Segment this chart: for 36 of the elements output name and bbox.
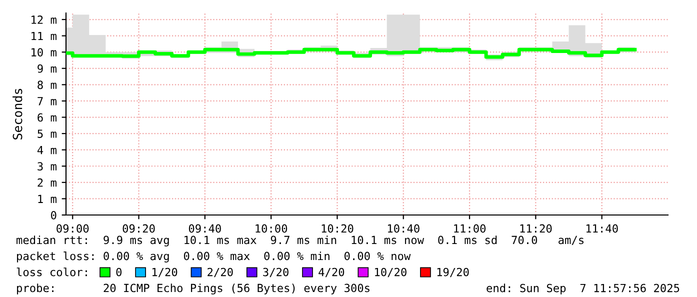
x-tick-label: 11:20 bbox=[520, 224, 552, 233]
y-tick-label: 1 m bbox=[38, 194, 56, 203]
y-tick-label: 4 m bbox=[37, 146, 56, 154]
x-tick-label: 11:40 bbox=[586, 224, 618, 233]
x-tick-label: 11:00 bbox=[454, 224, 486, 233]
y-tick-label: 2 m bbox=[38, 178, 56, 187]
y-tick-label: 11 m bbox=[32, 32, 56, 40]
x-tick-label: 09:20 bbox=[122, 224, 155, 233]
text: end: Sun Sep 7 11:57:56 2025 bbox=[486, 284, 680, 294]
y-tick-label: 0 bbox=[51, 211, 56, 220]
y-tick-label: 9 m bbox=[38, 64, 56, 73]
y-tick-label: 3 m bbox=[38, 162, 56, 171]
x-tick-label: 10:20 bbox=[322, 224, 354, 233]
legend-label: 2/20 bbox=[208, 268, 233, 278]
line-series bbox=[66, 48, 637, 59]
legend-label: 1/20 bbox=[152, 268, 178, 278]
y-tick-label: 6 m bbox=[38, 113, 56, 122]
legend-label: 3/20 bbox=[263, 268, 288, 278]
x-tick-label: 09:00 bbox=[56, 224, 89, 233]
y-tick-label: 10 m bbox=[32, 48, 56, 57]
legend-title: loss color: bbox=[16, 268, 87, 276]
y-tick-label: 12 m bbox=[32, 16, 56, 24]
y-tick-label: 5 m bbox=[38, 130, 56, 138]
x-tick-label: 10:00 bbox=[256, 224, 288, 233]
y-tick-label: 7 m bbox=[38, 97, 56, 106]
legend-label: 19/20 bbox=[437, 268, 469, 278]
text: probe: 20 ICMP Echo Pings (56 Bytes) every 300s bbox=[17, 284, 370, 294]
legend-label: 4/20 bbox=[318, 268, 344, 278]
text: packet loss: 0.00 % avg 0.00 % max 0.00 % min 0.00 % now bbox=[17, 252, 411, 262]
legend-label: 10/20 bbox=[375, 268, 406, 278]
text: median rtt: 9.9 ms avg 10.1 ms max 9.7 ms min 10.1 ms now 0.1 ms sd 70.0 am/s bbox=[16, 236, 584, 246]
x-tick-label: 09:40 bbox=[188, 224, 221, 233]
x-tick-label: 10:40 bbox=[388, 224, 420, 233]
legend-label: 0 bbox=[116, 268, 122, 276]
y-axis-title: Seconds bbox=[12, 88, 22, 140]
y-tick-label: 8 m bbox=[38, 80, 56, 90]
